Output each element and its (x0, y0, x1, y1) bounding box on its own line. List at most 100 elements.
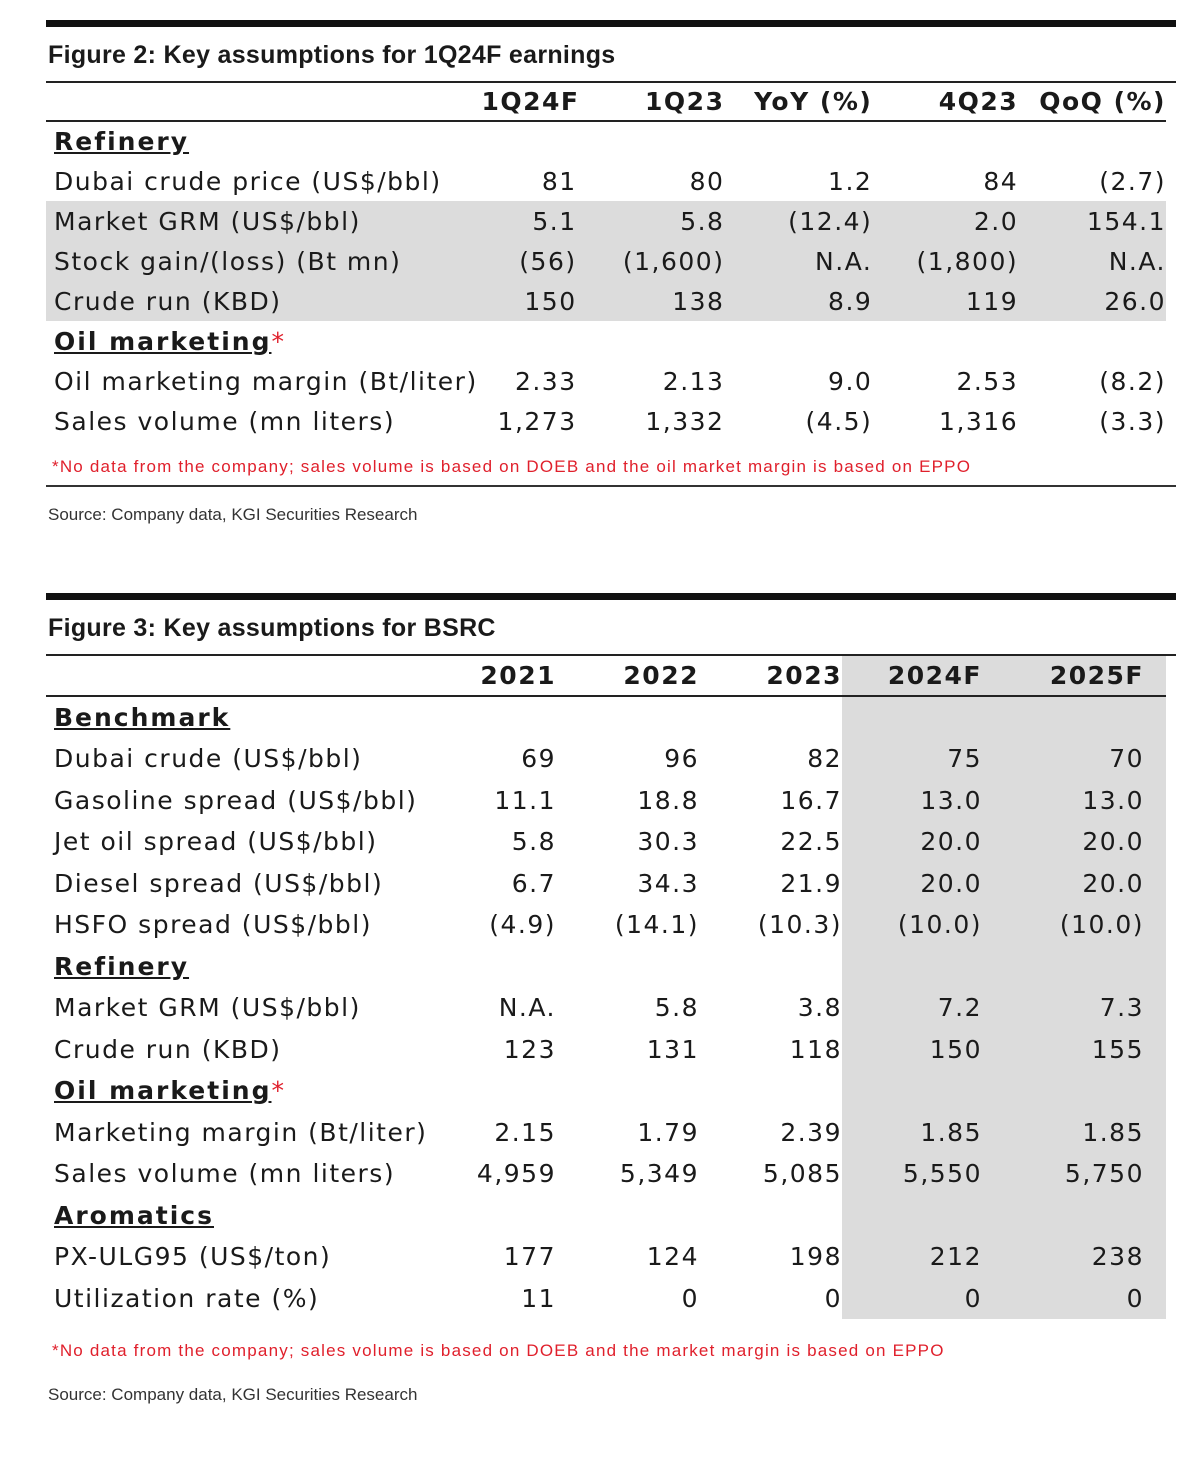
section-label: Benchmark (54, 703, 231, 732)
section-row: Oil marketing* (46, 321, 1166, 361)
cell: 13.0 (842, 779, 1004, 821)
cell: 0 (824, 1283, 842, 1313)
figure-top-rule (46, 20, 1176, 27)
table-row: Diesel spread (US$/bbl) 6.7 34.3 21.9 20… (46, 862, 1166, 904)
cell: 150 (842, 1028, 1004, 1070)
row-label: Gasoline spread (US$/bbl) (54, 785, 418, 815)
column-header: 4Q23 (872, 83, 1019, 122)
cell: 154.1 (1018, 201, 1166, 241)
section-label: Refinery (54, 127, 190, 156)
cell: N.A. (1018, 241, 1166, 281)
footnote: *No data from the company; sales volume … (52, 457, 972, 476)
cell: 212 (842, 1236, 1004, 1278)
cell: N.A. (498, 993, 556, 1023)
cell: 82 (807, 744, 842, 774)
cell: 22.5 (780, 827, 842, 857)
cell: 0 (681, 1283, 699, 1313)
row-label: Sales volume (mn liters) (54, 1159, 396, 1189)
figure-title: Figure 2: Key assumptions for 1Q24F earn… (48, 41, 616, 69)
table-row: Marketing margin (Bt/liter) 2.15 1.79 2.… (46, 1111, 1166, 1153)
table-row: Gasoline spread (US$/bbl) 11.1 18.8 16.7… (46, 779, 1166, 821)
cell: 5.8 (576, 201, 725, 241)
cell: 2.0 (872, 201, 1019, 241)
cell: 2.53 (956, 366, 1019, 396)
table-row: Stock gain/(loss) (Bt mn) (56) (1,600) N… (46, 241, 1166, 281)
cell: 21.9 (780, 868, 842, 898)
cell: (10.0) (1004, 904, 1166, 946)
cell: 11 (521, 1283, 556, 1313)
cell: 20.0 (842, 862, 1004, 904)
cell: 5,349 (619, 1159, 699, 1189)
section-row: Oil marketing* (46, 1070, 1166, 1112)
section-label: Oil marketing (54, 326, 272, 356)
cell: 1.85 (1004, 1111, 1166, 1153)
cell: 0 (1004, 1277, 1166, 1319)
table-row: Crude run (KBD) 123 131 118 150 155 (46, 1028, 1166, 1070)
column-header: YoY (%) (724, 83, 873, 122)
cell: 155 (1004, 1028, 1166, 1070)
cell: 2.33 (514, 366, 577, 396)
table-row: Crude run (KBD) 150 138 8.9 119 26.0 (46, 281, 1166, 321)
cell: 70 (1004, 738, 1166, 780)
cell: 5,750 (1004, 1153, 1166, 1195)
cell: 11.1 (494, 785, 556, 815)
cell: 20.0 (1004, 821, 1166, 863)
cell: 81 (541, 166, 577, 196)
row-label: Dubai crude price (US$/bbl) (54, 166, 442, 196)
header-divider (46, 654, 1176, 656)
cell: (1,800) (872, 241, 1019, 281)
cell: (12.4) (724, 201, 873, 241)
section-label: Oil marketing (54, 1076, 272, 1106)
source-line: Source: Company data, KGI Securities Res… (48, 1385, 418, 1404)
cell: 26.0 (1018, 281, 1166, 321)
row-label: Utilization rate (%) (54, 1283, 320, 1313)
cell: (14.1) (614, 910, 699, 940)
cell: 9.0 (828, 366, 873, 396)
table-row: Jet oil spread (US$/bbl) 5.8 30.3 22.5 2… (46, 821, 1166, 863)
cell: 5,085 (762, 1159, 842, 1189)
cell: 18.8 (637, 785, 699, 815)
column-header: 2023 (699, 656, 842, 697)
cell: (4.9) (489, 910, 556, 940)
header-row: 1Q24F 1Q23 YoY (%) 4Q23 QoQ (%) (46, 83, 1166, 122)
header-divider (46, 81, 1176, 83)
column-header: 2024F (842, 656, 1004, 697)
figure-3: Figure 3: Key assumptions for BSRC 2021 … (46, 593, 1176, 1405)
cell: (4.5) (805, 406, 873, 436)
cell: 80 (689, 166, 725, 196)
cell: 123 (503, 1034, 556, 1064)
column-header: 2025F (1004, 656, 1166, 697)
cell: N.A. (724, 241, 873, 281)
cell: 84 (983, 166, 1019, 196)
column-header: 1Q24F (481, 83, 578, 122)
row-label: Oil marketing margin (Bt/liter) (54, 366, 478, 396)
cell: (2.7) (1099, 166, 1166, 196)
cell: 20.0 (1004, 862, 1166, 904)
cell: 0 (842, 1277, 1004, 1319)
row-label: Stock gain/(loss) (Bt mn) (46, 241, 482, 281)
asterisk-mark: * (271, 326, 286, 356)
cell: 5,550 (842, 1153, 1004, 1195)
cell: (56) (481, 241, 577, 281)
cell: 1.85 (842, 1111, 1004, 1153)
cell: 5.8 (654, 993, 699, 1023)
assumptions-table-bsrc: 2021 2022 2023 2024F 2025F Benchmark Dub… (46, 656, 1166, 1319)
cell: 119 (872, 281, 1019, 321)
section-row: Aromatics (46, 1194, 1166, 1236)
section-row: Refinery (46, 121, 1166, 161)
cell: (10.0) (842, 904, 1004, 946)
table-row: Sales volume (mn liters) 4,959 5,349 5,0… (46, 1153, 1166, 1195)
asterisk-mark: * (271, 1076, 286, 1106)
figure-title: Figure 3: Key assumptions for BSRC (48, 614, 496, 642)
column-header: 2022 (556, 656, 699, 697)
table-row: Dubai crude price (US$/bbl) 81 80 1.2 84… (46, 161, 1166, 201)
footnote-block: *No data from the company; sales volume … (46, 441, 1176, 487)
table-row: Oil marketing margin (Bt/liter) 2.33 2.1… (46, 361, 1166, 401)
cell: 1.2 (828, 166, 873, 196)
source-line: Source: Company data, KGI Securities Res… (48, 505, 418, 524)
cell: 1.79 (637, 1117, 699, 1147)
column-header: QoQ (%) (1018, 83, 1166, 122)
cell: 20.0 (842, 821, 1004, 863)
section-row: Benchmark (46, 696, 1166, 738)
cell: 150 (481, 281, 577, 321)
